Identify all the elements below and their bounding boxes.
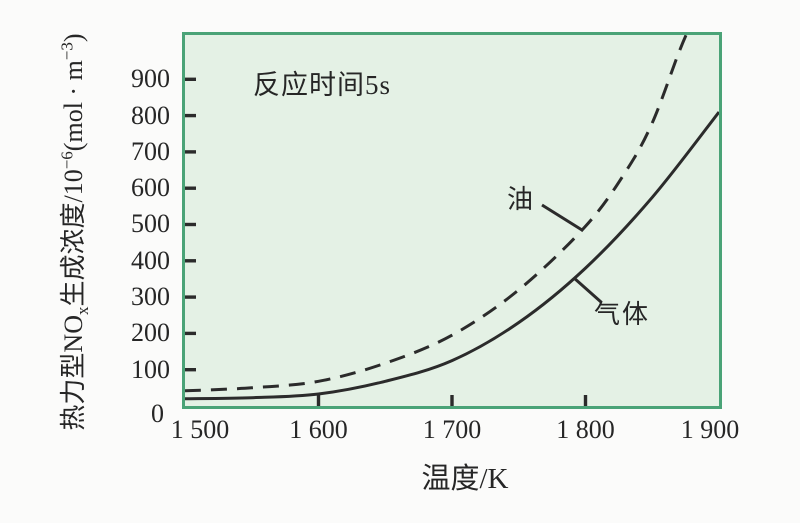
axis-tick-marks xyxy=(185,77,588,406)
x-tick-label: 1 800 xyxy=(556,415,615,444)
oil-curve xyxy=(185,35,688,393)
x-tick-label: 1 500 xyxy=(170,415,230,444)
gas-leader-line xyxy=(573,276,602,304)
x-tick-label: 1 700 xyxy=(422,415,482,444)
y-axis-title: 热力型NOx生成浓度/10−6(mol · m−3) xyxy=(57,33,93,431)
zero-tick-label: 0 xyxy=(151,399,164,428)
y-tick-label: 900 xyxy=(131,64,170,94)
curves-svg xyxy=(185,35,719,406)
gas-curve xyxy=(185,111,719,401)
y-tick-label: 300 xyxy=(131,282,170,312)
y-tick-label: 200 xyxy=(131,318,170,348)
y-tick-label: 700 xyxy=(131,136,170,166)
x-tick-label: 1 600 xyxy=(289,415,348,444)
reaction-time-annotation: 反应时间5s xyxy=(253,70,392,100)
x-tick-label: 1 900 xyxy=(680,415,740,444)
plot-area: 反应时间5s 油 气体 xyxy=(182,32,722,409)
y-tick-label: 800 xyxy=(131,100,170,130)
y-tick-label: 600 xyxy=(131,173,170,203)
y-tick-label: 500 xyxy=(131,209,170,239)
gas-series-label: 气体 xyxy=(594,300,651,329)
x-axis-title: 温度/K xyxy=(421,463,509,495)
y-tick-label: 100 xyxy=(131,354,170,384)
oil-series-label: 油 xyxy=(507,185,534,214)
oil-leader-line xyxy=(541,203,583,232)
y-tick-label: 400 xyxy=(131,245,170,275)
